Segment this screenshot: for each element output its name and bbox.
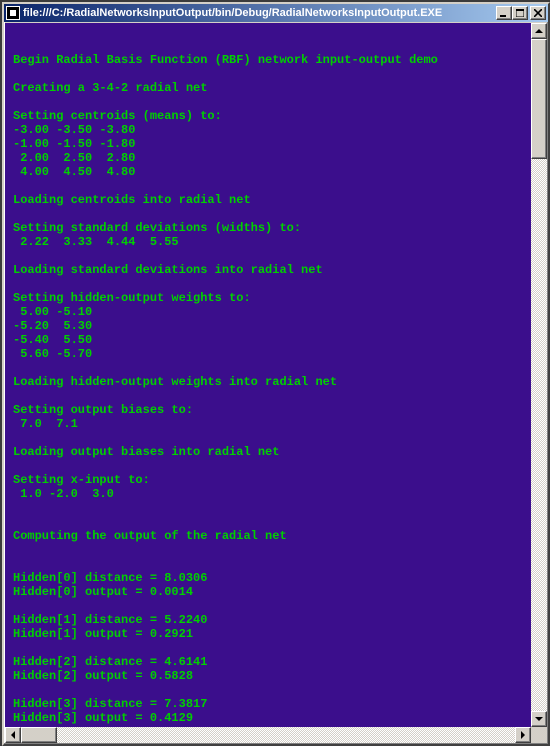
vertical-scroll-thumb[interactable]: [531, 39, 547, 159]
vertical-scroll-track[interactable]: [531, 159, 547, 711]
scroll-right-button[interactable]: [515, 727, 531, 743]
client-area: Begin Radial Basis Function (RBF) networ…: [5, 23, 547, 743]
arrow-left-icon: [11, 731, 15, 739]
arrow-right-icon: [521, 731, 525, 739]
resize-grip[interactable]: [531, 727, 547, 743]
arrow-up-icon: [535, 29, 543, 33]
titlebar[interactable]: file:///C:/RadialNetworksInputOutput/bin…: [4, 4, 548, 22]
horizontal-scrollbar[interactable]: [5, 727, 531, 743]
close-button[interactable]: [530, 6, 546, 20]
window-title: file:///C:/RadialNetworksInputOutput/bin…: [23, 7, 496, 19]
horizontal-scroll-thumb[interactable]: [21, 727, 57, 743]
console-output: Begin Radial Basis Function (RBF) networ…: [5, 35, 531, 727]
console-viewport[interactable]: Begin Radial Basis Function (RBF) networ…: [5, 23, 531, 727]
horizontal-scroll-track[interactable]: [57, 727, 515, 743]
arrow-down-icon: [535, 717, 543, 721]
vertical-scrollbar[interactable]: [531, 23, 547, 727]
scroll-left-button[interactable]: [5, 727, 21, 743]
scroll-down-button[interactable]: [531, 711, 547, 727]
scroll-up-button[interactable]: [531, 23, 547, 39]
app-icon: [6, 6, 20, 20]
window-controls: [496, 6, 546, 20]
console-window: file:///C:/RadialNetworksInputOutput/bin…: [2, 2, 550, 746]
minimize-button[interactable]: [496, 6, 512, 20]
maximize-button[interactable]: [512, 6, 528, 20]
